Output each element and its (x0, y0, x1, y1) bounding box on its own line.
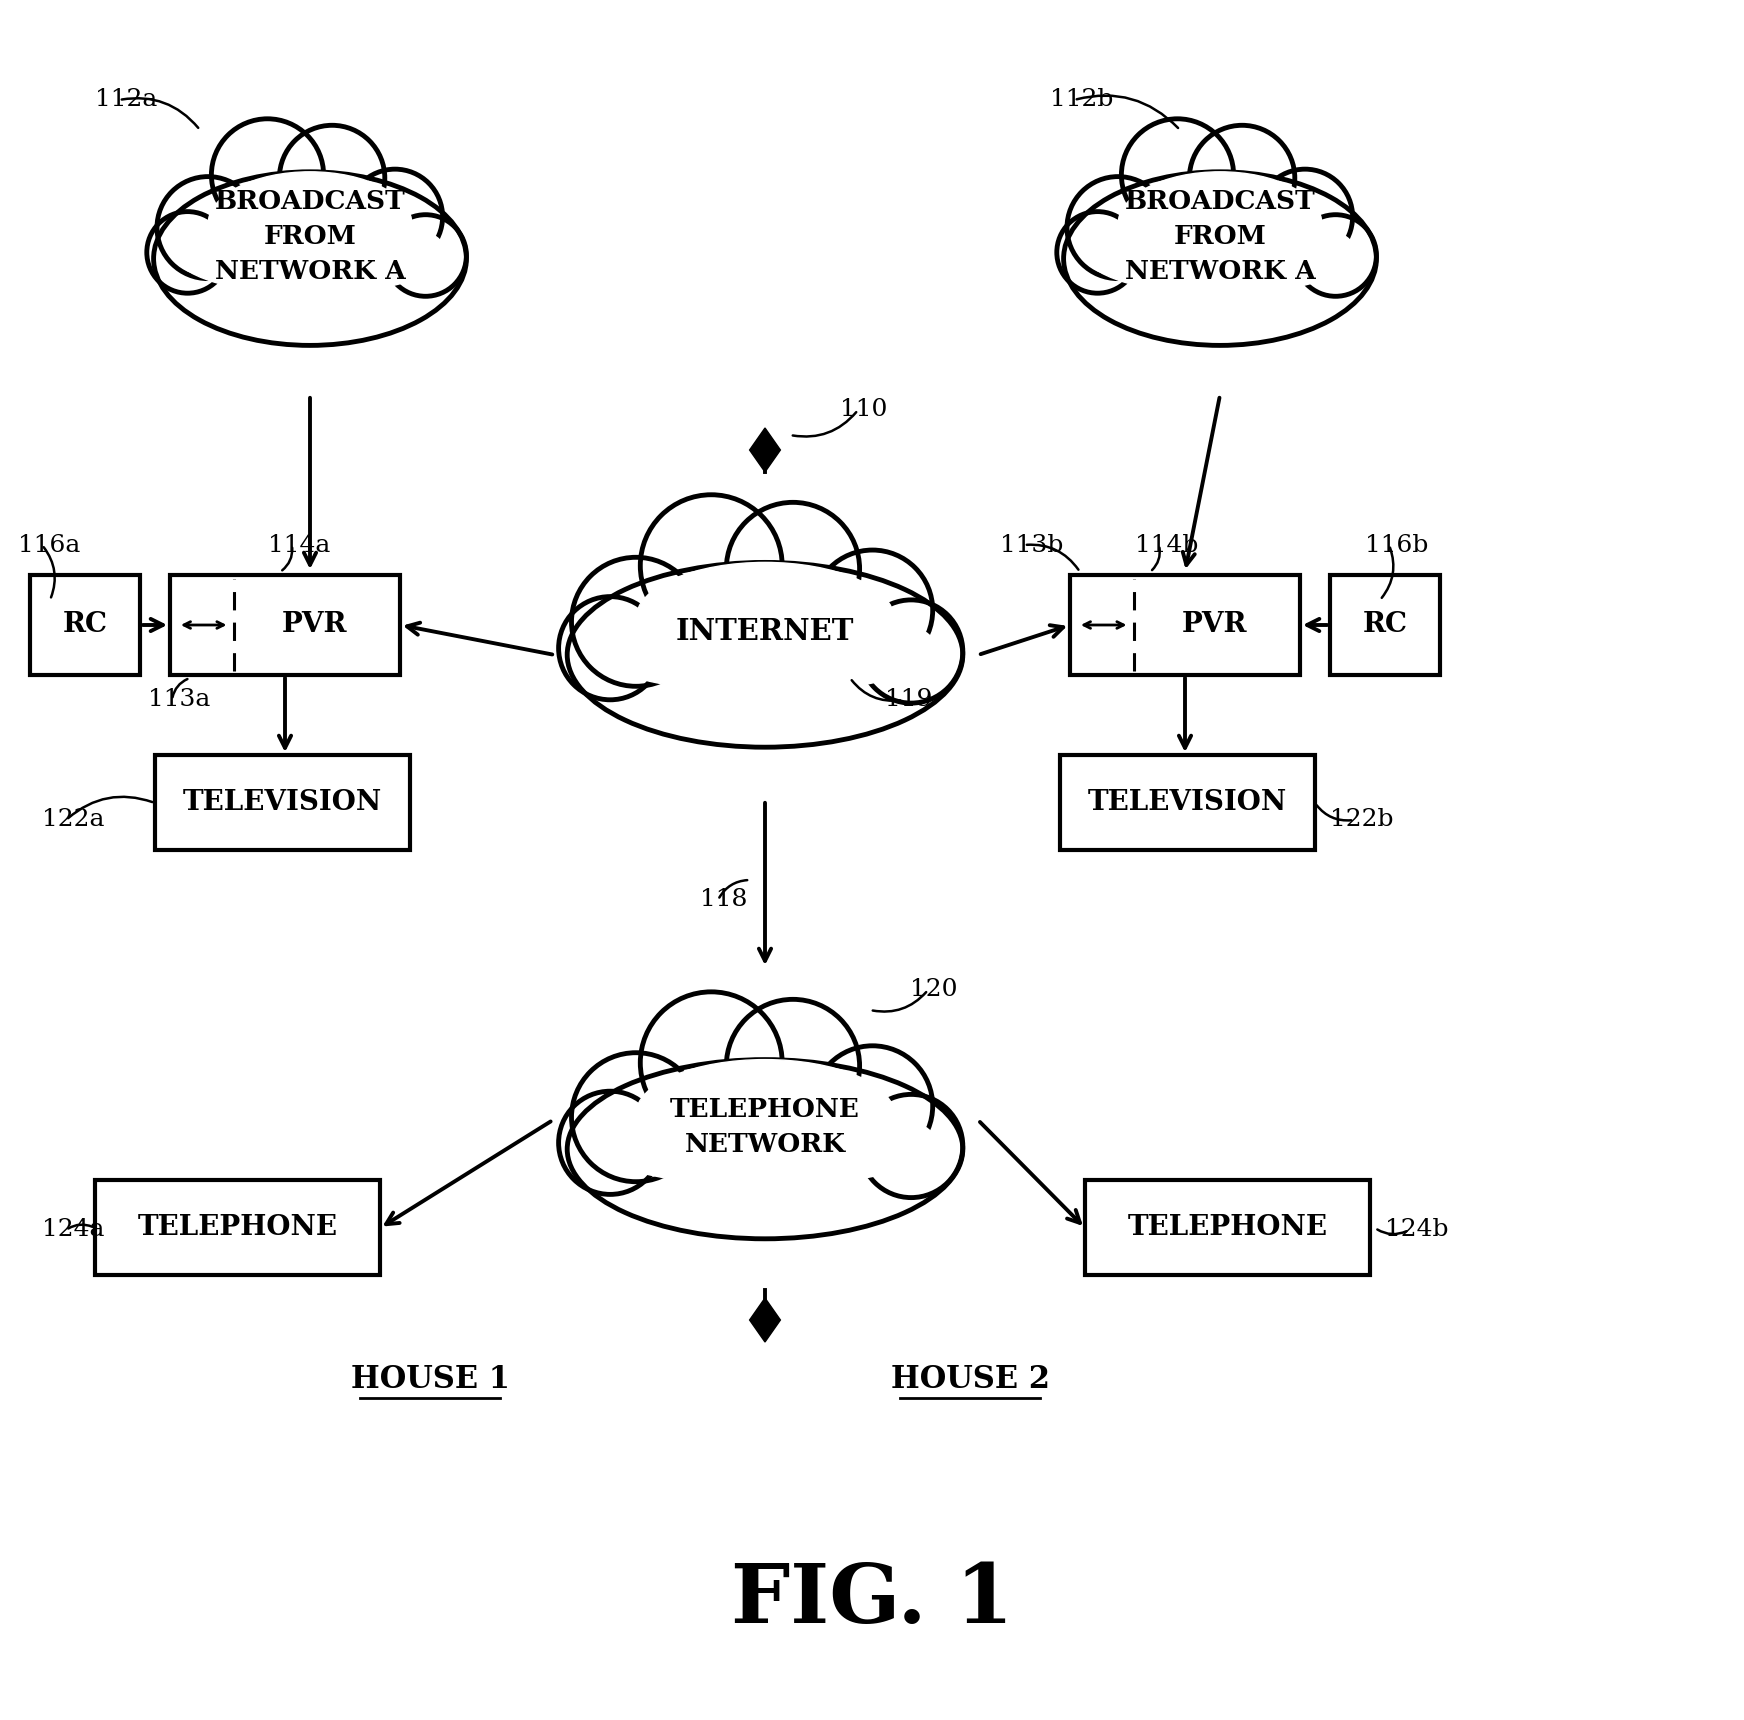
Text: 118: 118 (699, 889, 748, 912)
Bar (1085, 1180, 1371, 1275)
Bar (169, 574, 399, 674)
Circle shape (146, 212, 228, 292)
Text: RC: RC (63, 612, 108, 638)
Bar (1060, 755, 1315, 850)
Circle shape (1057, 212, 1139, 292)
Text: 113b: 113b (999, 533, 1064, 557)
Text: BROADCAST
FROM
NETWORK A: BROADCAST FROM NETWORK A (215, 189, 405, 284)
Text: 113a: 113a (148, 688, 211, 712)
Ellipse shape (153, 172, 466, 346)
Text: PVR: PVR (1182, 612, 1247, 638)
Ellipse shape (588, 1099, 942, 1192)
Text: 120: 120 (910, 979, 957, 1001)
Ellipse shape (1114, 165, 1325, 277)
Circle shape (1257, 169, 1353, 265)
Ellipse shape (631, 1053, 900, 1168)
Text: 119: 119 (884, 688, 933, 712)
Text: TELEPHONE
NETWORK: TELEPHONE NETWORK (670, 1097, 860, 1158)
Circle shape (860, 1094, 963, 1197)
Circle shape (1189, 126, 1294, 230)
Ellipse shape (204, 165, 417, 277)
Ellipse shape (593, 604, 937, 693)
Circle shape (813, 1046, 933, 1166)
Text: 122a: 122a (42, 808, 105, 831)
Circle shape (385, 215, 466, 296)
Circle shape (1294, 215, 1376, 296)
Bar (30, 574, 140, 674)
Polygon shape (750, 428, 780, 471)
Text: RC: RC (1362, 612, 1407, 638)
Text: PVR: PVR (283, 612, 347, 638)
Circle shape (726, 999, 860, 1133)
Ellipse shape (637, 562, 895, 674)
Circle shape (813, 550, 933, 671)
Text: TELEPHONE: TELEPHONE (1128, 1214, 1327, 1242)
Circle shape (279, 126, 385, 230)
Ellipse shape (208, 172, 412, 277)
Circle shape (558, 597, 661, 700)
Text: HOUSE 2: HOUSE 2 (891, 1364, 1050, 1395)
Circle shape (347, 169, 443, 265)
Text: BROADCAST
FROM
NETWORK A: BROADCAST FROM NETWORK A (1125, 189, 1315, 284)
Ellipse shape (637, 1060, 895, 1168)
Text: HOUSE 1: HOUSE 1 (351, 1364, 509, 1395)
Ellipse shape (631, 556, 900, 674)
Bar (155, 755, 410, 850)
Circle shape (1121, 119, 1233, 230)
Circle shape (157, 177, 260, 279)
Text: TELEVISION: TELEVISION (1088, 789, 1287, 815)
Circle shape (860, 600, 963, 703)
Text: 116b: 116b (1366, 533, 1428, 557)
Circle shape (1067, 177, 1168, 279)
Text: 114a: 114a (269, 533, 330, 557)
Text: 110: 110 (841, 399, 888, 421)
Ellipse shape (1085, 210, 1357, 294)
Circle shape (211, 119, 324, 230)
Ellipse shape (567, 1060, 963, 1238)
Ellipse shape (1080, 210, 1360, 301)
Text: 124a: 124a (42, 1218, 105, 1242)
Circle shape (640, 495, 783, 636)
Bar (94, 1180, 380, 1275)
Ellipse shape (593, 1099, 937, 1187)
Circle shape (558, 1090, 661, 1194)
Bar (1071, 574, 1299, 674)
Text: 112a: 112a (94, 88, 157, 112)
Circle shape (572, 557, 701, 686)
Circle shape (640, 992, 783, 1133)
Text: INTERNET: INTERNET (677, 617, 855, 647)
Bar (1331, 574, 1441, 674)
Ellipse shape (174, 210, 446, 294)
Circle shape (572, 1053, 701, 1182)
Ellipse shape (1118, 172, 1322, 277)
Text: FIG. 1: FIG. 1 (731, 1560, 1013, 1639)
Ellipse shape (169, 210, 450, 301)
Text: 112b: 112b (1050, 88, 1113, 112)
Ellipse shape (1064, 172, 1376, 346)
Text: TELEVISION: TELEVISION (183, 789, 382, 815)
Polygon shape (750, 1299, 780, 1342)
Text: TELEPHONE: TELEPHONE (138, 1214, 338, 1242)
Ellipse shape (588, 604, 942, 700)
Text: 116a: 116a (17, 533, 80, 557)
Text: 124b: 124b (1385, 1218, 1449, 1242)
Text: 122b: 122b (1331, 808, 1393, 831)
Circle shape (726, 502, 860, 636)
Text: 114b: 114b (1135, 533, 1198, 557)
Ellipse shape (567, 562, 963, 746)
